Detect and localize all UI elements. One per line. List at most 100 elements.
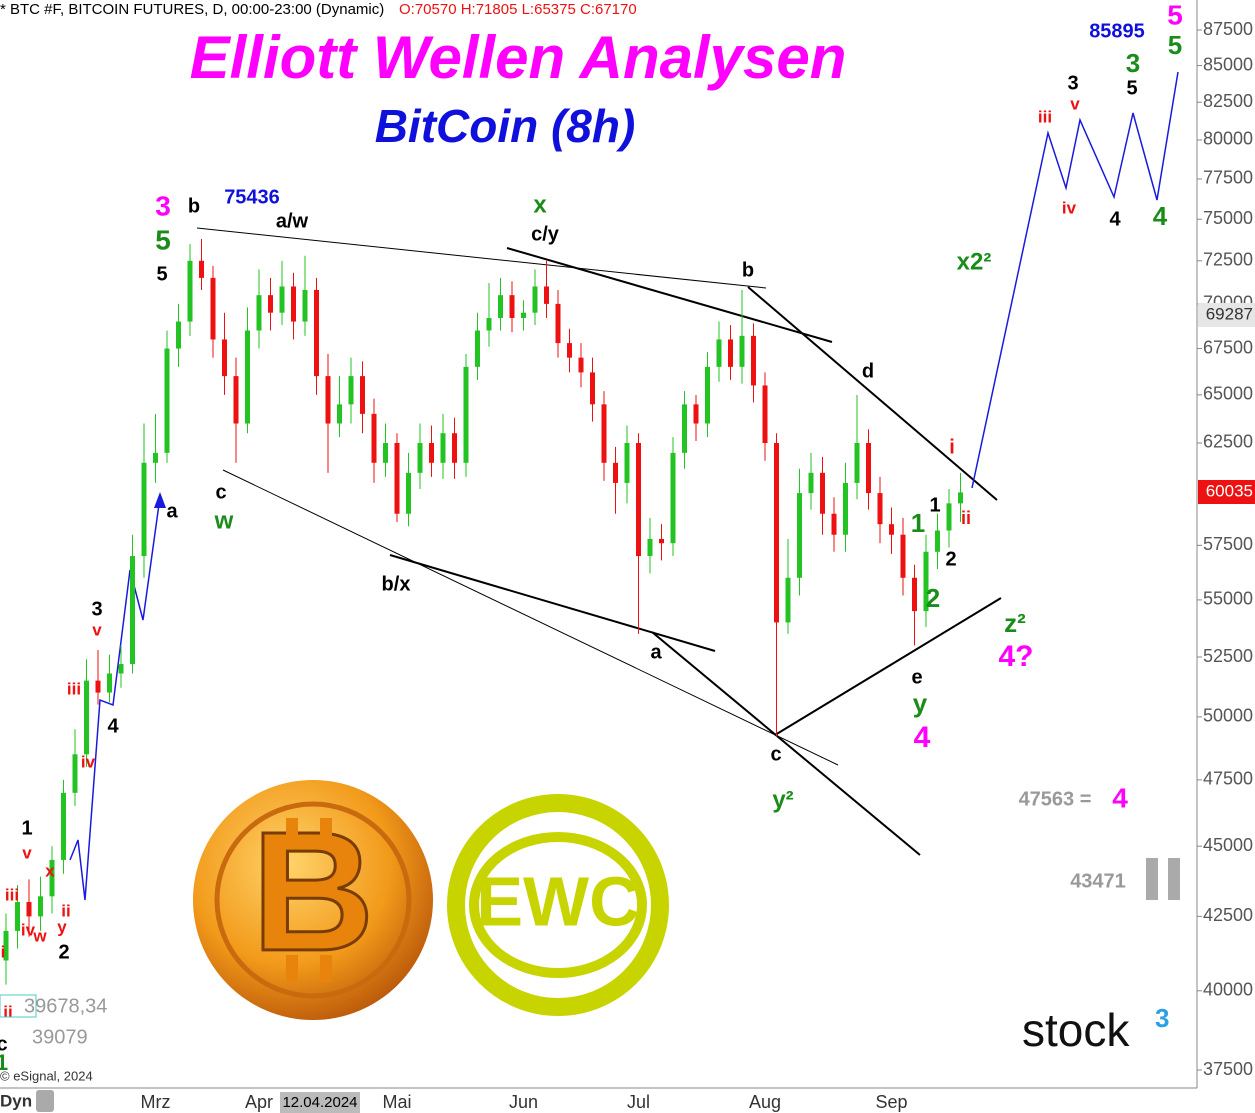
candle-body [291, 286, 296, 322]
candle-body [337, 404, 342, 424]
wave-label: z² [1004, 608, 1026, 638]
candle-body [475, 330, 480, 367]
candle-body [245, 330, 250, 424]
y-tick-label: 85000 [1203, 54, 1253, 74]
wave-label: 3 [1067, 72, 1078, 94]
ewc-ellipse [469, 832, 647, 978]
candle-body [222, 339, 227, 377]
candle-body [774, 442, 779, 623]
wave-label: 5 [1167, 0, 1183, 30]
candle-body [210, 277, 216, 340]
price-axis-bg [1197, 0, 1255, 1113]
ewc-text: EWC [476, 862, 639, 940]
wave-label: iii [67, 679, 81, 698]
candle-body [613, 462, 618, 483]
wave-label: 3 [91, 598, 102, 620]
candle-body [728, 339, 733, 367]
price-label-box [1198, 303, 1255, 327]
candle-body [785, 577, 791, 623]
stock-logo: stock [1022, 1004, 1130, 1056]
wave-label: a [166, 500, 178, 522]
candle-body [383, 442, 388, 463]
candle-body [84, 680, 89, 755]
y-tick-label: 82500 [1203, 91, 1253, 111]
candle-body [417, 442, 423, 473]
arrow-head [154, 492, 166, 508]
candle-body [72, 754, 78, 793]
candle-body [429, 442, 434, 463]
wave-label: b [742, 259, 754, 281]
wave-label: i [1, 942, 6, 961]
candle-body [26, 902, 32, 917]
candle-body [38, 896, 43, 917]
candle-body [912, 577, 917, 612]
y-tick-label: 72500 [1203, 250, 1253, 270]
candle-body [808, 472, 814, 494]
bitcoin-coin [193, 780, 433, 1020]
wave-label: d [862, 360, 874, 382]
trendlines [69, 71, 1179, 901]
candle-body [590, 372, 595, 405]
candle-body [394, 442, 400, 514]
candle-body [797, 493, 802, 578]
candle-body [601, 404, 607, 463]
candle-body [935, 530, 940, 552]
wave-label: x [45, 861, 55, 880]
candle-body [3, 930, 9, 961]
wave-label: 4 [1153, 201, 1168, 231]
wave-label: y [913, 688, 928, 718]
footer-value: 39079 [32, 1026, 88, 1048]
wave-label: 43471 [1070, 870, 1126, 892]
wave-label: ii [961, 508, 971, 528]
candle-body [705, 366, 710, 424]
wave-label: 4 [1112, 782, 1128, 813]
candle-body [256, 295, 262, 331]
x-tick-label: Aug [749, 1092, 781, 1112]
trendline [196, 227, 767, 289]
candle-body [187, 260, 193, 322]
candle-body [762, 385, 768, 443]
x-tick-label: Apr [245, 1092, 273, 1112]
trendline [389, 554, 716, 652]
wave-label: 1 [0, 1050, 8, 1075]
candle-body [636, 442, 641, 557]
candle-body [751, 335, 756, 386]
wave-label: iii [1038, 107, 1052, 126]
candle-body [371, 413, 377, 463]
wave-label: 5 [155, 224, 171, 255]
wave-label: ii [3, 1002, 12, 1021]
x-tick-label: Sep [875, 1092, 907, 1112]
candle-body [866, 442, 871, 494]
y-tick-label: 87500 [1203, 19, 1253, 39]
candle-body [61, 792, 66, 860]
price-label: 60035 [1206, 481, 1253, 500]
y-tick-label: 77500 [1203, 168, 1253, 188]
y-tick-label: 45000 [1203, 835, 1253, 855]
trendline [506, 247, 833, 343]
candle-body [348, 376, 354, 405]
candle-body [199, 260, 204, 278]
lock-icon [36, 1090, 54, 1112]
price-label: 69287 [1206, 304, 1253, 323]
candle-body [739, 335, 745, 367]
candle-body [406, 472, 411, 514]
candle-body [946, 503, 952, 531]
wave-label: 4 [1109, 208, 1121, 230]
copyright: © eSignal, 2024 [0, 1068, 93, 1083]
wave-label: y² [772, 786, 793, 813]
wave-label: 2 [926, 583, 940, 613]
candle-body [15, 902, 20, 931]
wave-label: b/x [382, 573, 411, 595]
y-tick-label: 65000 [1203, 384, 1253, 404]
trendline [651, 631, 921, 856]
bitcoin-symbol: B [252, 797, 375, 987]
marker-box [0, 994, 37, 1018]
x-tick-label: Jun [509, 1092, 538, 1112]
wave-label: 5 [1168, 30, 1182, 60]
wave-label: x2² [957, 248, 992, 275]
wave-label: c [215, 481, 226, 503]
candle-body [567, 343, 572, 358]
candle-body [498, 295, 503, 319]
